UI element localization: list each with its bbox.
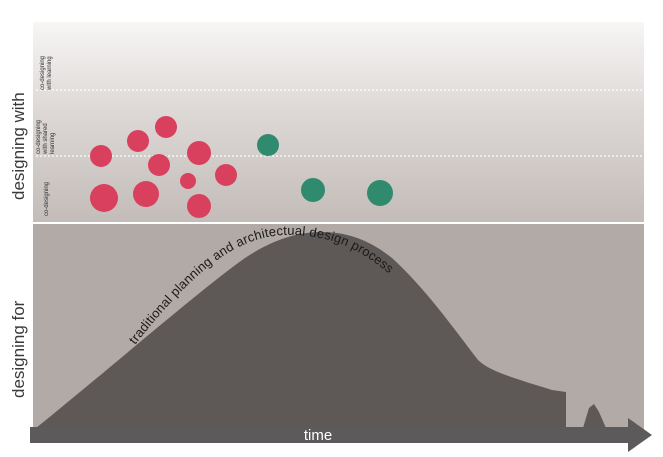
designing-with-panel xyxy=(33,22,644,222)
green-dot xyxy=(367,180,393,206)
band-label-top-line-1: co-designing xyxy=(40,56,46,90)
band-label-middle: co-designing with shared learning xyxy=(36,118,56,155)
time-label: time xyxy=(304,427,332,444)
band-label-top: co-designing with learning xyxy=(40,54,53,91)
red-dot xyxy=(90,145,112,167)
red-dot xyxy=(155,116,177,138)
green-dot xyxy=(301,178,325,202)
band-label-top-line-2: with learning xyxy=(47,56,53,91)
band-label-middle-line-2: with shared xyxy=(43,123,49,155)
band-label-middle-line-3: learning xyxy=(50,133,56,154)
red-dot xyxy=(187,141,211,165)
green-dot xyxy=(257,134,279,156)
band-label-bottom-line-1: co-designing xyxy=(44,182,50,216)
red-dot xyxy=(215,164,237,186)
time-arrow xyxy=(30,418,652,452)
red-dot xyxy=(127,130,149,152)
red-dots xyxy=(90,116,237,218)
design-process-curve xyxy=(36,232,566,428)
red-dot xyxy=(148,154,170,176)
green-dots xyxy=(257,134,393,206)
red-dot xyxy=(187,194,211,218)
designing-with-label: designing with xyxy=(9,92,28,200)
red-dot xyxy=(133,181,159,207)
red-dot xyxy=(90,184,118,212)
red-dot xyxy=(180,173,196,189)
designing-for-label: designing for xyxy=(9,300,28,398)
spike-shape xyxy=(583,404,606,428)
band-label-middle-line-1: co-designing xyxy=(36,120,42,154)
band-label-bottom: co-designing xyxy=(44,182,50,216)
